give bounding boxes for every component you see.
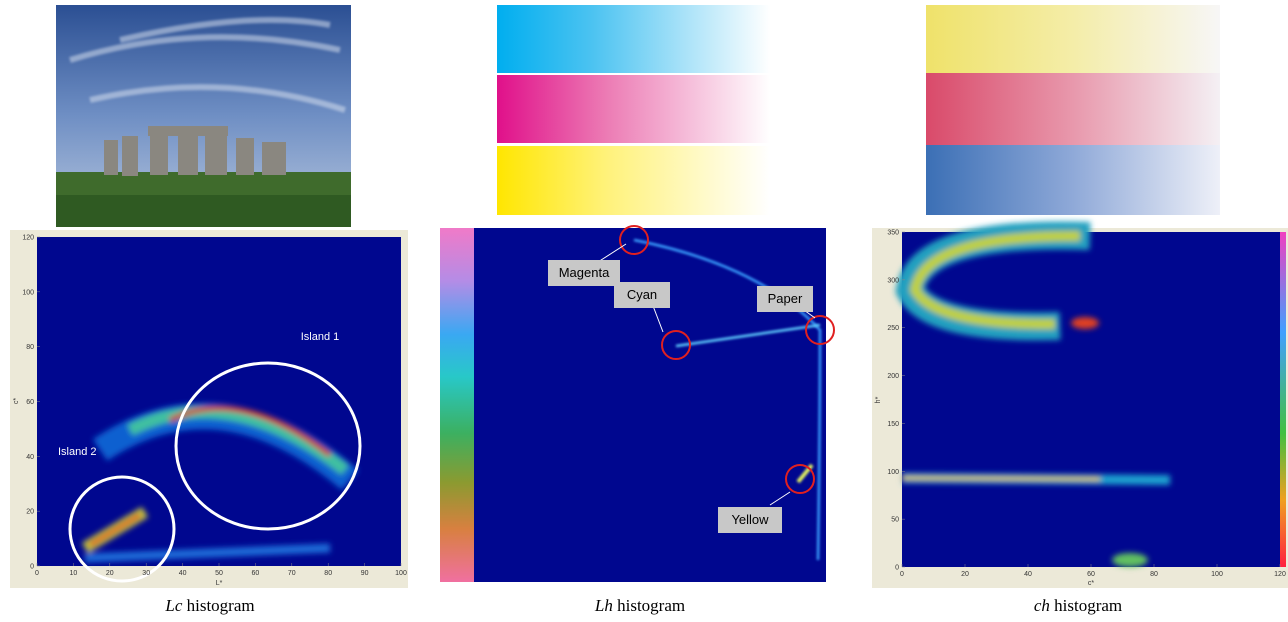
y-tick-label: 350 [887,230,899,237]
x-tick-label: 10 [70,570,78,577]
caption-text: histogram [617,596,685,615]
x-tick-label: 90 [361,570,369,577]
x-tick-label: 30 [142,570,150,577]
x-tick-label: 60 [1087,571,1095,578]
x-tick-label: 50 [215,570,223,577]
x-axis-label: c* [1088,580,1095,587]
printed-bars [926,5,1220,215]
caption-em: ch [1034,596,1050,615]
caption: Lh histogram [594,596,685,615]
x-tick-label: 40 [179,570,187,577]
x-tick-label: 60 [252,570,260,577]
y-tick-label: 0 [30,564,34,571]
x-tick-label: 20 [106,570,114,577]
x-tick-label: 100 [395,570,407,577]
figure: Island 1 Island 2 L* c* 0 10 20 30 40 50 60 70 8… [0,0,1288,622]
caption-em: Lh [594,596,613,615]
y-tick-label: 50 [891,517,899,524]
y-tick-label: 60 [26,399,34,406]
photo [56,5,351,227]
y-tick-label: 200 [887,373,899,380]
y-tick-label: 100 [887,469,899,476]
y-tick-label: 250 [887,325,899,332]
caption-text: histogram [187,596,255,615]
annotation: Island 1 [301,331,340,343]
caption-text: histogram [1054,596,1122,615]
lc-plot: Island 1 Island 2 L* c* 0 10 20 30 40 50 60 70 8… [10,230,408,588]
x-tick-label: 120 [1274,571,1286,578]
ch-plot: c* h* 0 20 40 60 80 100 120 0 50 100 150 200 250 300 3… [872,228,1288,588]
y-tick-label: 100 [22,289,34,296]
x-tick-label: 80 [324,570,332,577]
x-tick-label: 100 [1211,571,1223,578]
annotation: Yellow [731,512,769,527]
y-tick-label: 80 [26,344,34,351]
x-tick-label: 40 [1024,571,1032,578]
y-tick-label: 120 [22,235,34,242]
lh-plot: Magenta Paper Cyan Yellow [440,226,834,582]
y-tick-label: 20 [26,509,34,516]
caption: Lc histogram [164,596,254,615]
x-tick-label: 70 [288,570,296,577]
y-tick-label: 40 [26,454,34,461]
y-tick-label: 150 [887,421,899,428]
annotation: Paper [768,291,803,306]
y-tick-label: 300 [887,277,899,284]
y-tick-label: 0 [895,565,899,572]
caption: ch histogram [1034,596,1122,615]
x-tick-label: 20 [961,571,969,578]
y-axis-label: c* [13,398,20,405]
x-tick-label: 0 [900,571,904,578]
annotation: Magenta [559,265,610,280]
x-tick-label: 0 [35,570,39,577]
y-axis-label: h* [875,396,882,403]
caption-em: Lc [164,596,182,615]
x-tick-label: 80 [1150,571,1158,578]
annotation: Cyan [627,287,657,302]
annotation: Island 2 [58,446,97,458]
color-bars [497,5,770,215]
x-axis-label: L* [216,580,223,587]
